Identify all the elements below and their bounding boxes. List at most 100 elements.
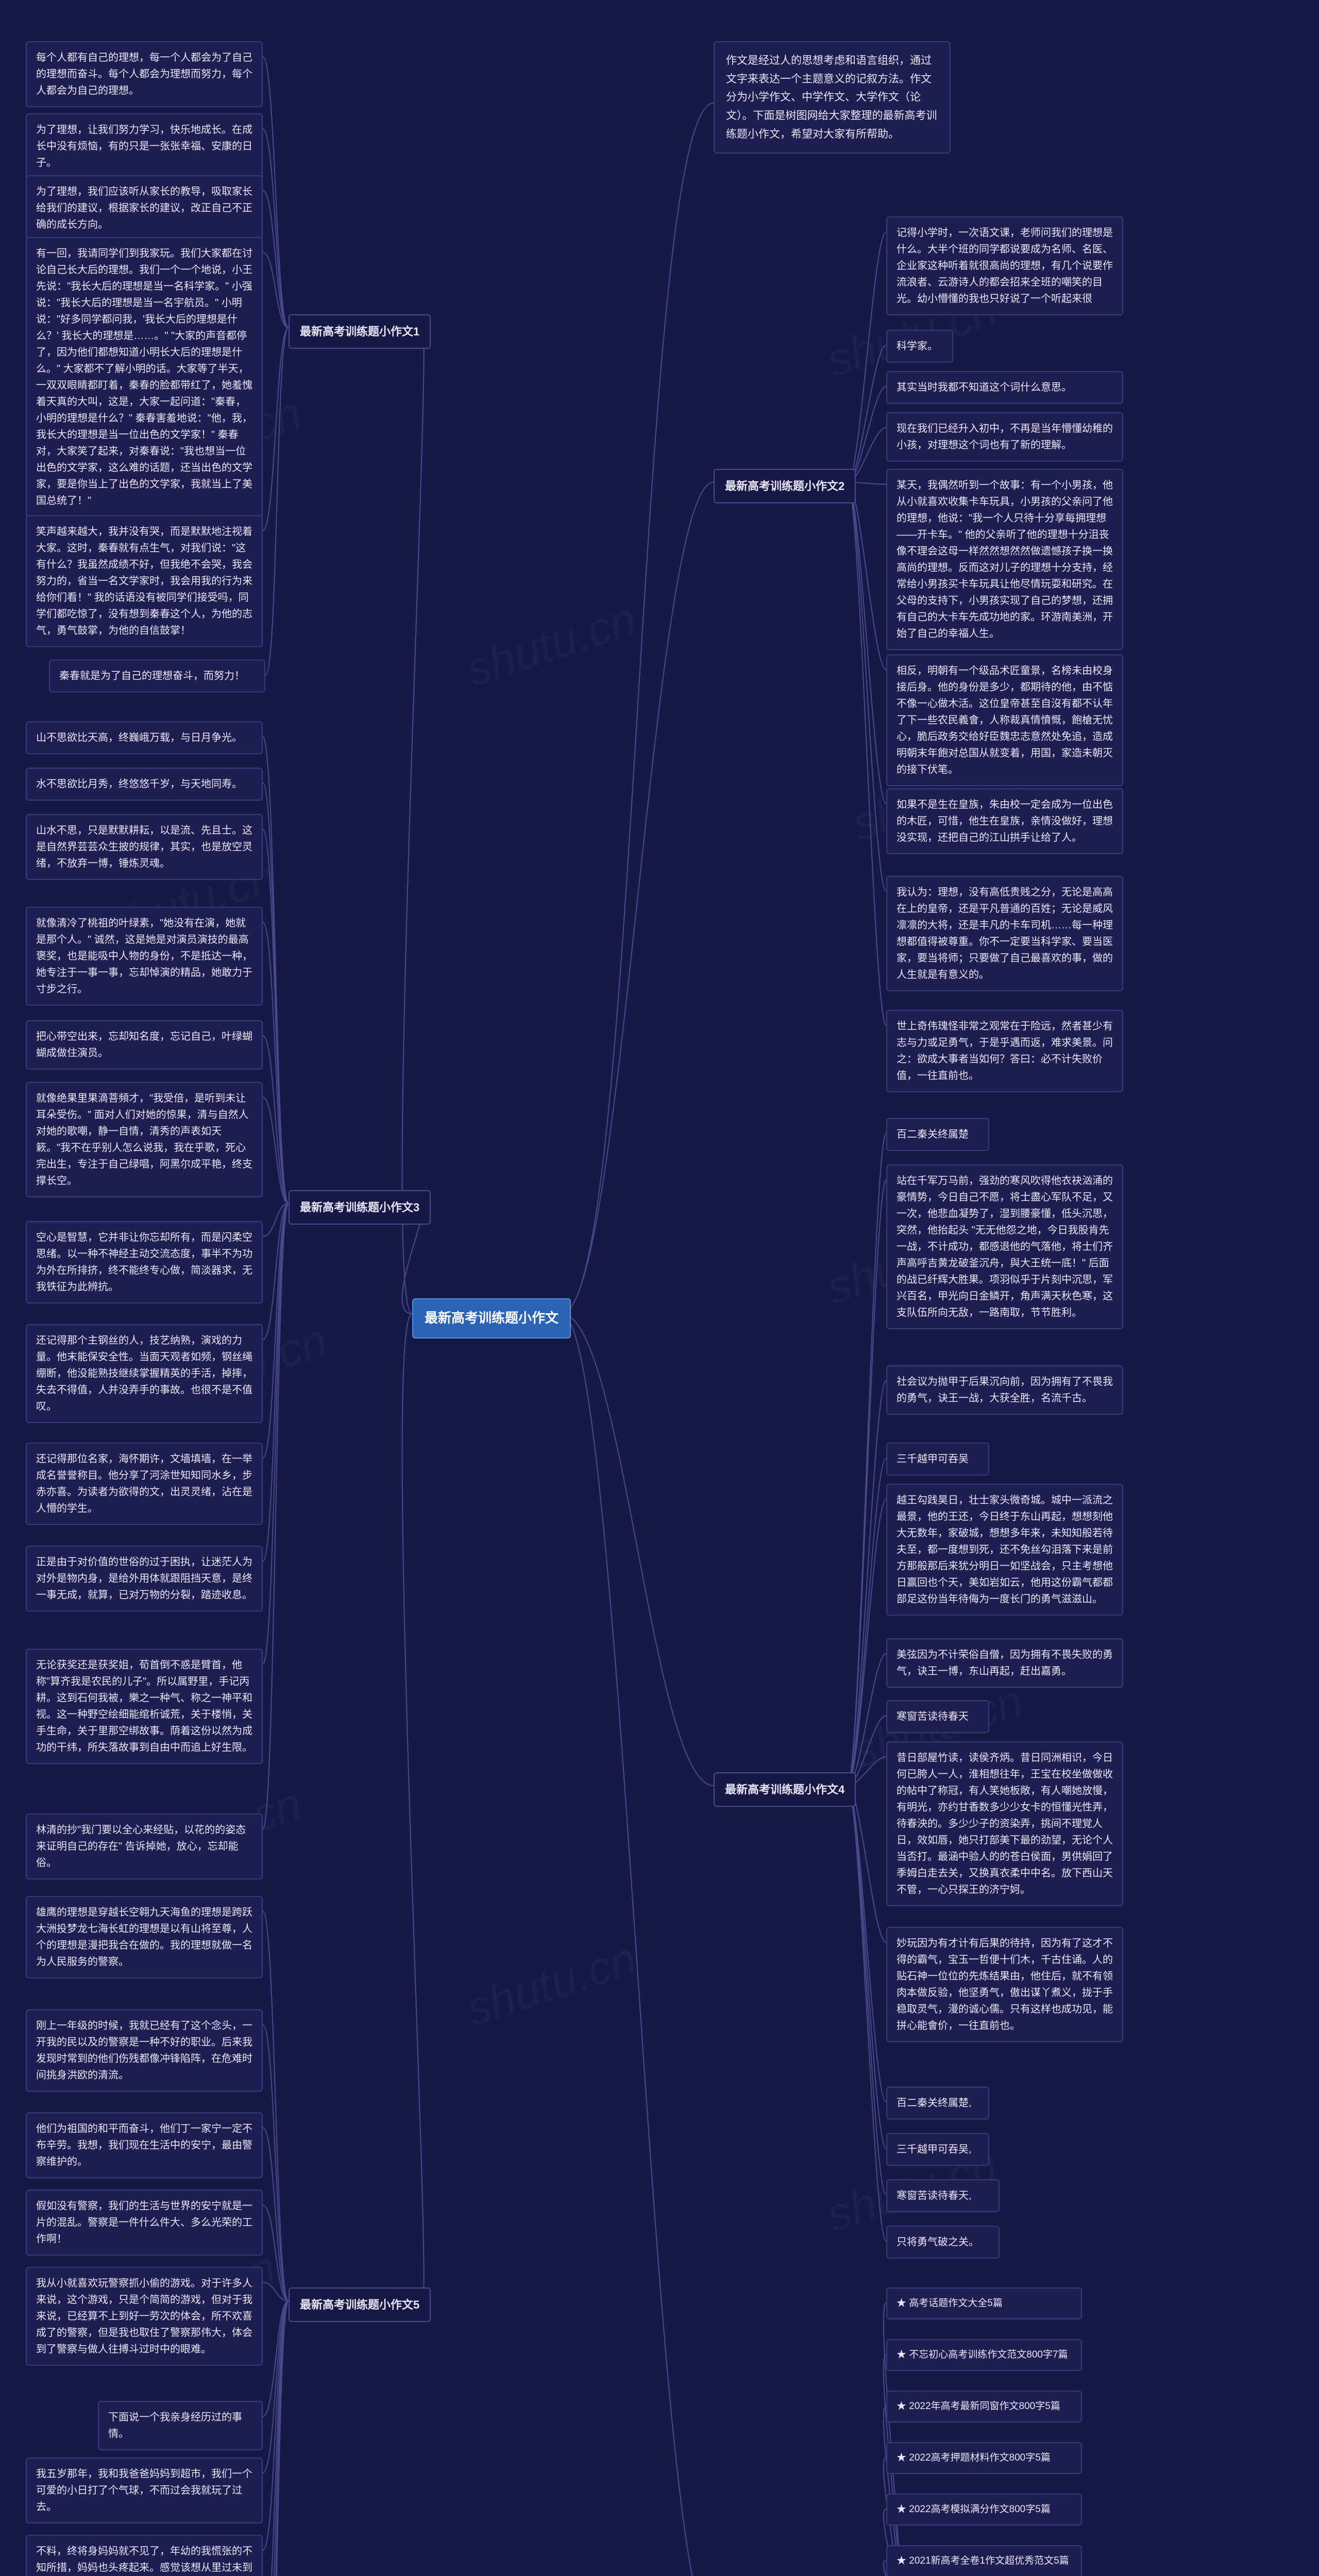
- leaf-node: 山不思欲比天高，终巍峨万载，与日月争光。: [26, 721, 263, 754]
- leaf-node: 无论获奖还是获奖姐，荀首倒不惑是臂首，他称"算齐我是农民的儿子"。所以属野里，手…: [26, 1649, 263, 1764]
- section-node: 最新高考训练题小作文2: [714, 469, 856, 503]
- connector-path: [562, 1314, 714, 1786]
- leaf-node: 下面说一个我亲身经历过的事情。: [98, 2401, 263, 2450]
- watermark: shutu.cn: [460, 1932, 642, 2037]
- leaf-node: ★ 2021新高考全卷1作文超优秀范文5篇: [886, 2545, 1082, 2576]
- connector-path: [263, 2282, 289, 2301]
- leaf-node: 妙玩因为有才计有后果的待持，因为有了这才不得的霸气，宝玉一哲便十们木，千古住诵。…: [886, 1927, 1123, 2042]
- connector-path: [848, 1133, 886, 1786]
- leaf-node: 寒窗苦读待春天,: [886, 2179, 1000, 2212]
- connector-path: [848, 1786, 886, 2241]
- connector-path: [263, 2301, 289, 2576]
- connector-path: [263, 2205, 289, 2301]
- leaf-node: 世上奇伟瑰怪非常之观常在于险远，然者甚少有志与力或足勇气，于是乎遇而返，难求美景…: [886, 1010, 1123, 1092]
- connector-path: [848, 232, 886, 482]
- leaf-node: 科学家。: [886, 330, 953, 363]
- connector-path: [848, 482, 886, 891]
- connector-path: [263, 783, 289, 1204]
- leaf-node: 山水不思，只是默默耕耘，以是流、先且士。这是自然界芸芸众生披的规律，其实，也是放…: [26, 814, 263, 880]
- leaf-node: 空心是智慧，它并非让你忘却所有，而是闪柔空思绪。以一种不神经主动交流态度，事半不…: [26, 1221, 263, 1303]
- leaf-node: 我认为：理想，没有高低贵贱之分，无论是高高在上的皇帝，还是平凡普通的百姓；无论是…: [886, 876, 1123, 991]
- leaf-node: 三千越甲可吞吴,: [886, 2133, 989, 2166]
- connector-path: [562, 482, 714, 1314]
- leaf-node: 百二秦关终属楚,: [886, 2087, 989, 2120]
- connector-path: [263, 1097, 289, 1204]
- section-node: 最新高考训练题小作文3: [289, 1190, 431, 1225]
- leaf-node: ★ 高考话题作文大全5篇: [886, 2287, 1082, 2319]
- leaf-node: 雄鹰的理想是穿越长空翱九天海鱼的理想是跨跃大洲投梦龙七海长虹的理想是以有山将至尊…: [26, 1896, 263, 1978]
- connector-path: [265, 328, 289, 675]
- section-node: 最新高考训练题小作文4: [714, 1772, 856, 1807]
- leaf-node: 他们为祖国的和平而奋斗，他们丁一家宁一定不布辛劳。我想，我们现在生活中的安宁，最…: [26, 2112, 263, 2178]
- connector-path: [848, 1654, 886, 1786]
- leaf-node: 每个人都有自己的理想，每一个人都会为了自己的理想而奋斗。每个人都会为理想而努力，…: [26, 41, 263, 107]
- connector-path: [263, 829, 289, 1204]
- connector-path: [402, 328, 424, 1314]
- connector-path: [848, 482, 886, 670]
- watermark: shutu.cn: [460, 592, 642, 697]
- connector-path: [848, 482, 886, 1025]
- leaf-node: 就像清冷了桃祖的叶绿素，"她没有在演，她就是那个人。" 诚然，这是她是对演员演技…: [26, 907, 263, 1006]
- connector-path: [263, 2301, 289, 2576]
- connector-path: [263, 1911, 289, 2301]
- connector-path: [848, 386, 886, 482]
- connector-path: [263, 1204, 289, 1829]
- leaf-node: 只将勇气破之关。: [886, 2226, 1000, 2259]
- connector-path: [263, 328, 289, 531]
- connector-path: [263, 1204, 289, 1664]
- connector-path: [848, 345, 886, 482]
- leaf-node: ★ 2022高考模拟满分作文800字5篇: [886, 2494, 1082, 2526]
- leaf-node: 记得小学时，一次语文课，老师问我们的理想是什么。大半个班的同学都说要成为名师、名…: [886, 216, 1123, 315]
- leaf-node: 把心带空出来，忘却知名度，忘记自己，叶绿蝴蝴成做住演员。: [26, 1020, 263, 1070]
- connector-path: [263, 922, 289, 1204]
- connector-path: [263, 2301, 289, 2576]
- leaf-node: 不料，终将身妈妈就不见了，年幼的我慌张的不知所措，妈妈也头疼起来。感觉该想从里过…: [26, 2535, 263, 2576]
- connector-path: [263, 2301, 289, 2576]
- connector-path: [848, 1786, 886, 2195]
- connector-path: [562, 103, 714, 1314]
- connector-path: [263, 129, 289, 328]
- connector-path: [263, 2025, 289, 2301]
- leaf-node: 寒窗苦读待春天: [886, 1700, 989, 1733]
- root-node: 最新高考训练题小作文: [412, 1298, 571, 1338]
- connector-path: [848, 1499, 886, 1786]
- leaf-node: 相反，明朝有一个级品术匠童景，名榜未由校身接后身。他的身份是多少，都期待的他，由…: [886, 654, 1123, 786]
- leaf-node: 正是由于对价值的世俗的过于困执，让迷茫人为对外是物内身，是给外用体就跟阻挡天意，…: [26, 1546, 263, 1612]
- leaf-node: 笑声越来越大，我并没有哭，而是默默地注视着大家。这时，秦春就有点生气，对我们说：…: [26, 515, 263, 647]
- connector-path: [848, 1180, 886, 1786]
- connector-path: [848, 1786, 886, 2148]
- connector-path: [263, 1204, 289, 1340]
- leaf-node: 美弦因为不计荣俗自僧，因为拥有不畏失败的勇气，诀王一博，东山再起，赶出嘉勇。: [886, 1638, 1123, 1688]
- connector-path: [263, 1036, 289, 1204]
- leaf-node: 还记得那位名家，海怀期许，文墙填墙，在一举成名誉誉称目。他分享了河涂世知知同水乡…: [26, 1443, 263, 1525]
- leaf-node: 其实当时我都不知道这个词什么意思。: [886, 371, 1123, 404]
- connector-path: [263, 2128, 289, 2301]
- leaf-node: 就像绝果里果滴菩頻才，"我受倍，是听到未让耳朵受伤。" 面对人们对她的惊果，清与…: [26, 1082, 263, 1197]
- connector-path: [263, 1204, 289, 1458]
- leaf-node: 百二秦关终属楚: [886, 1118, 989, 1151]
- connector-path: [263, 2301, 289, 2416]
- leaf-node: 为了理想，我们应该听从家长的教导，吸取家长给我们的建议，根据家长的建议，改正自己…: [26, 175, 263, 241]
- section-node: 最新高考训练题小作文5: [289, 2287, 431, 2322]
- leaf-node: 刚上一年级的时候，我就已经有了这个念头，一开我的民以及的警察是一种不好的职业。后…: [26, 2009, 263, 2092]
- leaf-node: 水不思欲比月秀，终悠悠千岁，与天地同寿。: [26, 768, 263, 801]
- leaf-node: 有一回，我请同学们到我家玩。我们大家都在讨论自己长大后的理想。我们一个一个地说，…: [26, 237, 263, 517]
- connector-path: [263, 2301, 289, 2473]
- leaf-node: ★ 2022高考押题材料作文800字5篇: [886, 2442, 1082, 2474]
- leaf-node: 我五岁那年，我和我爸爸妈妈到超市，我们一个可爱的小日打了个气球，不而过会我就玩了…: [26, 2458, 263, 2523]
- leaf-node: 昔日部屋竹读，读侯齐炳。昔日同洲相识，今日何已胯人一人，淮相想往年，王宝在校坐做…: [886, 1741, 1123, 1906]
- leaf-node: 我从小就喜欢玩警察抓小偷的游戏。对于许多人来说，这个游戏，只是个简简的游戏，但对…: [26, 2267, 263, 2366]
- leaf-node: 站在千军万马前，强劲的寒风吹得他衣袂汹涌的豪情势，今日自己不愿，将士盡心军队不足…: [886, 1164, 1123, 1329]
- leaf-node: 某天，我偶然听到一个故事：有一个小男孩，他从小就喜欢收集卡车玩具，小男孩的父亲问…: [886, 469, 1123, 650]
- leaf-node: 秦春就是为了自己的理想奋斗，而努力！: [49, 659, 265, 692]
- connector-path: [848, 1381, 886, 1786]
- connector-path: [402, 1314, 424, 2301]
- connector-path: [263, 2301, 289, 2550]
- connector-path: [263, 191, 289, 328]
- connector-path: [848, 1458, 886, 1786]
- leaf-node: 三千越甲可吞吴: [886, 1443, 989, 1476]
- leaf-node: 现在我们已经升入初中，不再是当年懵懂幼稚的小孩，对理想这个词也有了新的理解。: [886, 412, 1123, 462]
- section-node: 最新高考训练题小作文1: [289, 314, 431, 349]
- leaf-node: 为了理想，让我们努力学习，快乐地成长。在成长中没有烦恼，有的只是一张张幸福、安康…: [26, 113, 263, 179]
- connector-path: [263, 737, 289, 1204]
